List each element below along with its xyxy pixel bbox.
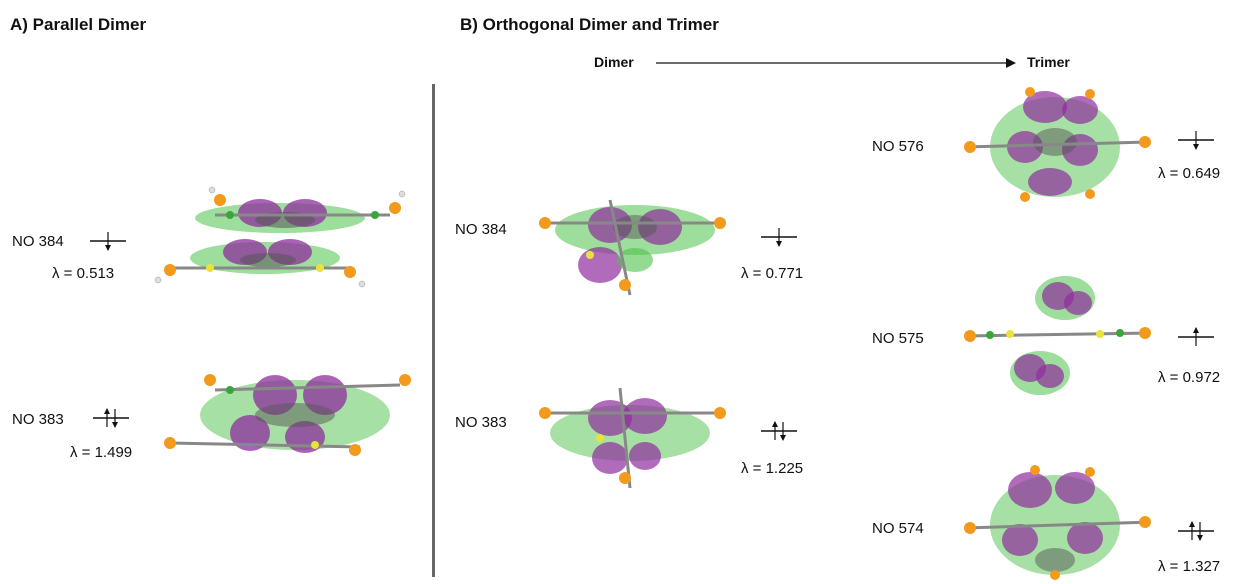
lambda-trimer-576: λ = 0.649: [1158, 165, 1221, 182]
molecule-trimer-576: [964, 87, 1151, 202]
molecule-parallel-383: [164, 374, 411, 456]
panel-b-title: B) Orthogonal Dimer and Trimer: [460, 15, 719, 34]
orbital-label-trimer-574: NO 574: [872, 520, 924, 537]
progression-arrow: [656, 58, 1016, 68]
molecule-orthogonal-383: [539, 387, 726, 489]
lambda-parallel-383: λ = 1.499: [70, 444, 133, 461]
occupancy-down-icon: [761, 228, 797, 247]
orbital-label-parallel-384: NO 384: [12, 233, 64, 250]
molecule-trimer-575: [964, 276, 1151, 395]
orbital-label-orthogonal-384: NO 384: [455, 221, 507, 238]
dimer-label: Dimer: [594, 54, 634, 70]
panel-divider: [432, 84, 435, 577]
occupancy-down-icon: [90, 232, 126, 251]
orbital-label-orthogonal-383: NO 383: [455, 414, 507, 431]
orbital-label-trimer-576: NO 576: [872, 138, 924, 155]
trimer-label: Trimer: [1027, 54, 1070, 70]
occupancy-down-icon: [1178, 131, 1214, 150]
molecule-parallel-384: [154, 186, 406, 288]
molecule-orthogonal-384: [539, 199, 726, 296]
occupancy-updown-icon: [1178, 521, 1214, 541]
lambda-parallel-384: λ = 0.513: [52, 265, 115, 282]
lambda-orthogonal-383: λ = 1.225: [741, 460, 804, 477]
orbital-label-trimer-575: NO 575: [872, 330, 924, 347]
orbital-label-parallel-383: NO 383: [12, 411, 64, 428]
occupancy-updown-icon: [93, 408, 129, 428]
molecule-trimer-574: [964, 465, 1151, 580]
lambda-trimer-575: λ = 0.972: [1158, 369, 1221, 386]
lambda-orthogonal-384: λ = 0.771: [741, 265, 804, 282]
panel-a-title: A) Parallel Dimer: [10, 15, 147, 34]
occupancy-updown-icon: [761, 421, 797, 441]
occupancy-up-icon: [1178, 327, 1214, 346]
lambda-trimer-574: λ = 1.327: [1158, 558, 1221, 575]
